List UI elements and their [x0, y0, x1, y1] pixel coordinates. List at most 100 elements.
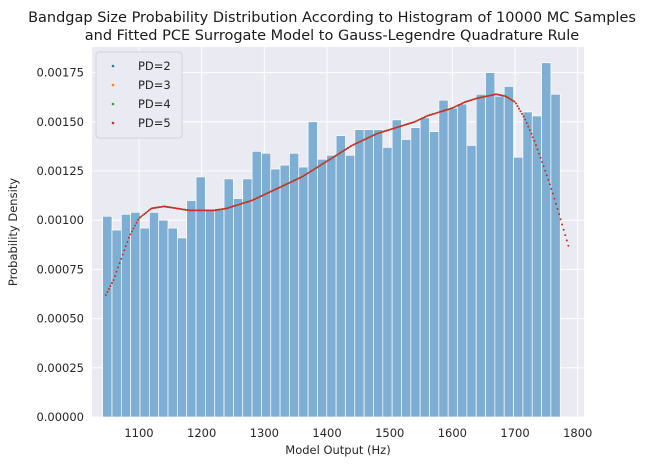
series-point — [322, 162, 325, 165]
histogram-bar — [130, 211, 141, 418]
series-point — [328, 158, 331, 161]
series-point — [158, 206, 161, 208]
series-point — [149, 208, 152, 211]
histogram-bar — [345, 154, 356, 418]
series-point — [274, 188, 277, 191]
series-point — [536, 148, 539, 151]
series-point — [541, 161, 544, 163]
series-point — [360, 139, 363, 142]
series-point — [185, 208, 187, 211]
series-point — [499, 94, 502, 97]
series-point — [410, 122, 412, 124]
series-point — [371, 134, 374, 137]
series-point — [175, 207, 178, 210]
series-point — [365, 137, 368, 140]
series-point — [550, 187, 553, 190]
series-point — [296, 178, 298, 181]
series-point — [282, 184, 284, 187]
series-point — [137, 218, 140, 221]
series-point — [353, 143, 355, 146]
series-point — [434, 112, 437, 115]
series-point — [527, 125, 530, 128]
series-point — [323, 161, 326, 164]
series-point — [403, 123, 406, 126]
series-point — [553, 197, 556, 200]
series-point — [240, 202, 243, 205]
series-point — [479, 96, 482, 99]
series-point — [248, 200, 251, 203]
histogram-bar — [419, 117, 430, 418]
series-point — [115, 270, 118, 273]
x-tick-label: 1200 — [187, 426, 216, 440]
series-point — [422, 116, 425, 119]
series-point — [254, 197, 257, 200]
series-point — [239, 203, 241, 206]
series-point — [331, 156, 334, 159]
series-point — [225, 207, 227, 210]
series-point — [405, 123, 408, 126]
histogram-bar — [289, 152, 300, 418]
y-tick-label: 0.00000 — [36, 410, 84, 424]
histogram-bar — [503, 86, 514, 418]
series-point — [280, 185, 283, 188]
series-point — [313, 168, 315, 171]
series-point — [269, 190, 272, 193]
series-point — [114, 275, 116, 278]
histogram-bar — [233, 198, 244, 418]
legend-label: PD=2 — [138, 59, 171, 73]
series-point — [471, 98, 474, 101]
series-point — [515, 102, 517, 105]
series-point — [245, 201, 247, 204]
legend-box — [95, 51, 183, 139]
series-point — [160, 205, 163, 208]
series-point — [263, 193, 266, 196]
series-point — [524, 118, 527, 121]
series-point — [420, 117, 423, 120]
series-point — [124, 245, 127, 248]
series-point — [106, 291, 109, 293]
series-point — [209, 209, 212, 212]
series-point — [346, 147, 349, 149]
series-point — [484, 95, 486, 98]
series-point — [299, 176, 301, 179]
series-point — [292, 179, 295, 182]
histogram-bar — [307, 121, 318, 418]
series-point — [394, 126, 397, 129]
series-point — [277, 187, 280, 189]
series-point — [366, 137, 369, 139]
series-point — [191, 209, 194, 212]
series-point — [129, 233, 132, 236]
chart-subtitle: and Fitted PCE Surrogate Model to Gauss-… — [85, 28, 579, 44]
series-point — [459, 103, 462, 106]
series-point — [285, 183, 288, 186]
series-point — [508, 97, 511, 100]
histogram-bar — [298, 166, 309, 418]
series-point — [231, 205, 234, 208]
series-point — [180, 208, 183, 211]
x-tick-label: 1100 — [124, 426, 153, 440]
histogram-bar — [158, 219, 169, 418]
series-point — [265, 192, 268, 195]
y-tick-label: 0.00075 — [36, 262, 84, 276]
series-point — [334, 154, 337, 157]
series-point — [547, 178, 550, 181]
series-point — [425, 115, 428, 118]
legend-label: PD=5 — [138, 116, 171, 130]
histogram-bar — [205, 210, 216, 418]
series-point — [174, 207, 177, 210]
histogram-bar — [522, 111, 533, 418]
series-point — [272, 189, 275, 192]
histogram-bar — [279, 164, 290, 418]
series-point — [235, 204, 238, 207]
series-point — [408, 122, 411, 125]
series-point — [485, 95, 488, 98]
series-point — [183, 208, 186, 211]
series-point — [559, 218, 562, 221]
series-point — [448, 107, 451, 110]
series-point — [493, 93, 496, 96]
series-point — [379, 131, 382, 134]
legend: PD=2 PD=3 PD=4 PD=5 — [95, 51, 183, 139]
series-point — [561, 223, 564, 226]
histogram-bar — [120, 213, 132, 418]
series-point — [428, 114, 431, 117]
